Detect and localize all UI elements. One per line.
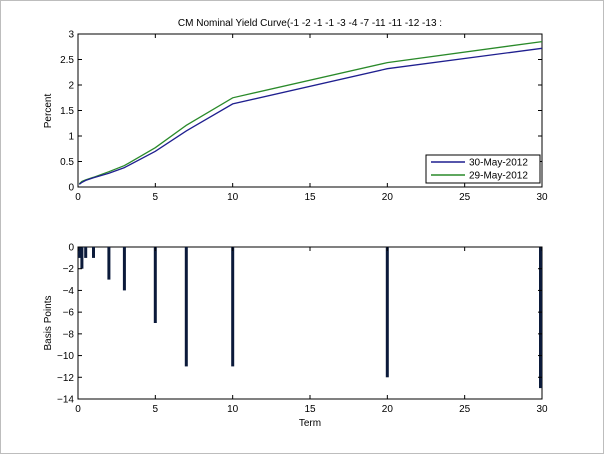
chart-title: CM Nominal Yield Curve(-1 -2 -1 -1 -3 -4… xyxy=(178,18,442,29)
y-tick-label: −12 xyxy=(57,373,74,384)
bar xyxy=(385,247,389,378)
x-tick-label: 0 xyxy=(75,404,81,415)
basis-points-chart: Basis Points Term 0 5 10 15 20 25 30 0 −2 −4 −6 −8… xyxy=(43,243,548,430)
y-axis-label: Percent xyxy=(43,94,54,129)
x-tick-label: 5 xyxy=(153,404,159,415)
legend: 30-May-2012 29-May-2012 xyxy=(425,154,541,184)
y-tick-label: 1.5 xyxy=(60,106,74,117)
y-tick-label: −4 xyxy=(63,286,75,297)
y-axis-ticks: 0 −2 −4 −6 −8 −10 −12 −14 xyxy=(57,243,542,406)
bars xyxy=(78,247,542,389)
y-tick-label: −2 xyxy=(63,264,75,275)
x-tick-label: 20 xyxy=(382,404,394,415)
legend-label-29-may: 29-May-2012 xyxy=(469,171,528,182)
y-tick-label: 2.5 xyxy=(60,55,74,66)
bar xyxy=(539,247,542,389)
y-tick-label: 0 xyxy=(68,183,74,194)
bar xyxy=(84,247,88,258)
x-tick-label: 5 xyxy=(153,192,159,203)
x-tick-label: 30 xyxy=(536,404,548,415)
bar xyxy=(184,247,188,367)
bar xyxy=(78,247,81,258)
x-axis-ticks: 0 5 10 15 20 25 30 xyxy=(75,247,548,415)
x-tick-label: 25 xyxy=(459,404,471,415)
y-axis-label: Basis Points xyxy=(43,295,54,350)
x-tick-label: 25 xyxy=(459,192,471,203)
y-tick-label: −8 xyxy=(63,329,75,340)
x-tick-label: 15 xyxy=(304,192,316,203)
bar xyxy=(92,247,95,258)
bar xyxy=(107,247,111,280)
bar xyxy=(231,247,235,367)
x-tick-label: 20 xyxy=(382,192,394,203)
yield-curve-chart: CM Nominal Yield Curve(-1 -2 -1 -1 -3 -4… xyxy=(43,18,548,203)
bar xyxy=(80,247,84,269)
x-axis-label: Term xyxy=(299,418,321,429)
x-tick-label: 15 xyxy=(304,404,316,415)
x-tick-label: 10 xyxy=(227,192,239,203)
x-tick-label: 0 xyxy=(75,192,81,203)
y-tick-label: −10 xyxy=(57,351,74,362)
x-tick-label: 10 xyxy=(227,404,239,415)
x-axis-ticks: 0 5 10 15 20 25 30 xyxy=(75,34,548,203)
y-tick-label: 2 xyxy=(68,81,74,92)
x-tick-label: 30 xyxy=(536,192,548,203)
y-tick-label: 0.5 xyxy=(60,157,74,168)
y-tick-label: 0 xyxy=(68,243,74,254)
series-line-0 xyxy=(78,47,543,185)
legend-label-30-may: 30-May-2012 xyxy=(469,158,528,169)
bar xyxy=(153,247,157,323)
y-tick-label: 3 xyxy=(68,30,74,41)
y-tick-label: −6 xyxy=(63,308,75,319)
plot-area xyxy=(77,246,543,400)
series-lines xyxy=(78,40,543,185)
legend-box xyxy=(425,154,541,184)
y-tick-label: 1 xyxy=(68,132,74,143)
bar xyxy=(122,247,126,291)
y-tick-label: −14 xyxy=(57,395,74,406)
